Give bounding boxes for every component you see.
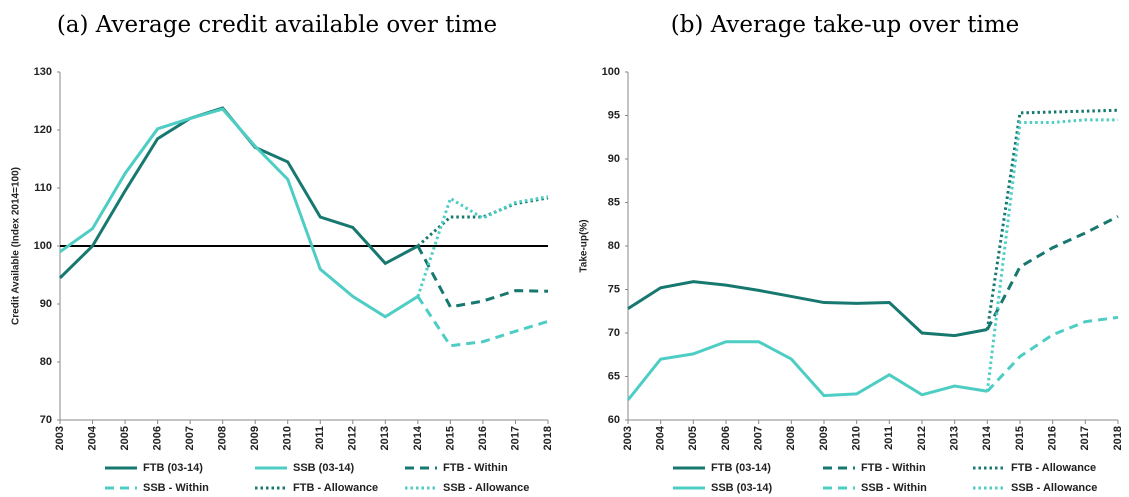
y-tick-label: 70 — [40, 414, 52, 426]
x-tick-label: 2007 — [184, 426, 196, 450]
legend-label: FTB (03-14) — [143, 462, 203, 474]
y-tick-label: 100 — [34, 240, 52, 252]
legend-label: SSB (03-14) — [711, 482, 772, 494]
x-tick-label: 2003 — [622, 426, 634, 450]
x-tick-label: 2005 — [687, 426, 699, 450]
x-tick-label: 2018 — [542, 426, 554, 450]
x-tick-label: 2006 — [720, 426, 732, 450]
y-tick-label: 85 — [608, 196, 620, 208]
legend-label: FTB - Within — [443, 462, 508, 474]
y-tick-label: 80 — [608, 240, 620, 252]
x-tick-label: 2017 — [1079, 426, 1091, 450]
legend-label: SSB - Within — [861, 482, 927, 494]
series-line — [626, 340, 988, 401]
legend-label: FTB - Within — [861, 462, 926, 474]
series-line — [627, 280, 988, 338]
chart-title: (b) Average take-up over time — [671, 12, 1020, 38]
series-line — [986, 315, 1119, 393]
x-tick-label: 2004 — [86, 425, 98, 450]
x-tick-label: 2014 — [981, 425, 993, 450]
x-tick-label: 2018 — [1112, 426, 1124, 450]
series-line — [416, 245, 549, 309]
x-tick-label: 2004 — [655, 425, 667, 450]
x-tick-label: 2015 — [444, 426, 456, 450]
series-line — [416, 295, 549, 348]
x-tick-label: 2006 — [152, 426, 164, 450]
x-tick-label: 2013 — [949, 426, 961, 450]
legend-label: FTB - Allowance — [293, 482, 378, 494]
y-tick-label: 100 — [602, 66, 620, 78]
x-tick-label: 2009 — [818, 426, 830, 450]
x-tick-label: 2012 — [916, 426, 928, 450]
x-tick-label: 2011 — [314, 426, 326, 450]
x-tick-label: 2003 — [54, 426, 66, 450]
y-axis-label: Take-up(%) — [579, 219, 590, 272]
y-tick-label: 65 — [608, 370, 620, 382]
chart-title: (a) Average credit available over time — [57, 12, 497, 38]
legend-label: FTB - Allowance — [1011, 462, 1096, 474]
x-tick-label: 2017 — [509, 426, 521, 450]
y-tick-label: 90 — [40, 298, 52, 310]
y-tick-label: 110 — [34, 182, 52, 194]
y-axis-label: Credit Available (Index 2014=100) — [11, 167, 22, 325]
x-tick-label: 2005 — [119, 426, 131, 450]
legend-label: SSB (03-14) — [293, 462, 354, 474]
x-tick-label: 2011 — [883, 426, 895, 450]
x-tick-label: 2016 — [477, 426, 489, 450]
x-tick-label: 2010 — [851, 426, 863, 450]
series-line — [985, 118, 1118, 392]
x-tick-label: 2014 — [412, 425, 424, 450]
series-line — [416, 195, 549, 297]
x-tick-label: 2009 — [249, 426, 261, 450]
y-tick-label: 130 — [34, 66, 52, 78]
x-tick-label: 2007 — [753, 426, 765, 450]
legend-label: FTB (03-14) — [711, 462, 771, 474]
y-tick-label: 60 — [608, 414, 620, 426]
x-tick-label: 2013 — [379, 426, 391, 450]
x-tick-label: 2012 — [347, 426, 359, 450]
y-tick-label: 90 — [608, 153, 620, 165]
x-tick-label: 2015 — [1014, 426, 1026, 450]
x-tick-label: 2010 — [282, 426, 294, 450]
y-tick-label: 120 — [34, 124, 52, 136]
legend-label: SSB - Within — [143, 482, 209, 494]
x-tick-label: 2008 — [785, 426, 797, 450]
x-tick-label: 2008 — [217, 426, 229, 450]
x-tick-label: 2016 — [1047, 426, 1059, 450]
y-tick-label: 75 — [608, 283, 620, 295]
y-tick-label: 80 — [40, 356, 52, 368]
y-tick-label: 95 — [608, 109, 620, 121]
legend-label: SSB - Allowance — [443, 482, 529, 494]
series-line — [59, 107, 419, 319]
legend-label: SSB - Allowance — [1011, 482, 1097, 494]
series-line — [986, 215, 1119, 331]
y-tick-label: 70 — [608, 327, 620, 339]
